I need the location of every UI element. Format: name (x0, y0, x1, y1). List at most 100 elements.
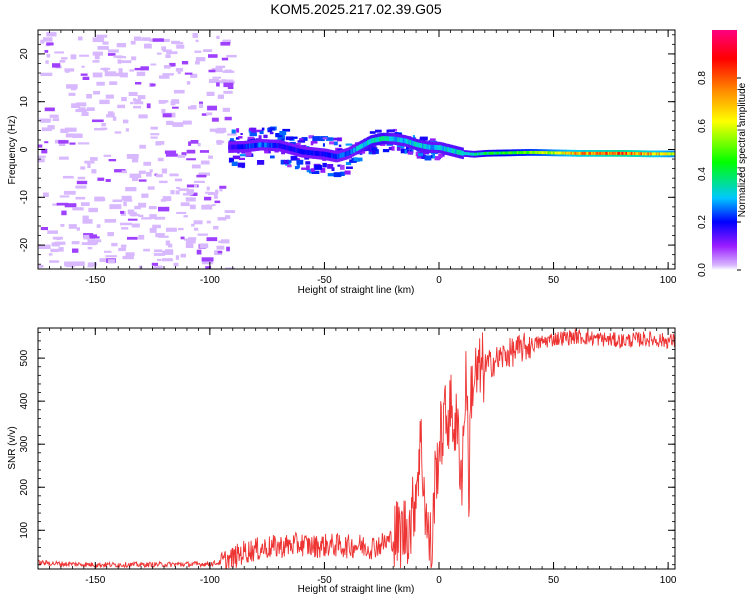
spectrogram-cell (327, 173, 335, 177)
spectrogram-ridge-core (589, 151, 592, 155)
spectrogram-noise-cell (72, 248, 79, 253)
spectrogram-ridge-core (335, 154, 338, 159)
spectrogram-cell (239, 157, 245, 160)
spectrogram-noise-cell (186, 189, 194, 195)
spectrogram-ridge-core (554, 151, 556, 155)
spectrogram-noise-cell (126, 154, 139, 159)
x-tick-label: 0 (436, 575, 442, 586)
spectrogram-ridge-core (305, 149, 308, 155)
spectrogram-noise-cell (82, 76, 90, 80)
spectrogram-cell (239, 154, 247, 157)
spectrogram-noise-cell (43, 37, 53, 42)
spectrogram-noise-cell (201, 113, 208, 116)
spectrogram-ridge-core (301, 149, 303, 155)
spectrogram-cell (333, 172, 342, 178)
spectrogram-cell (245, 151, 252, 157)
spectrogram-cell (371, 147, 378, 151)
spectrogram-noise-cell (173, 101, 180, 104)
spectrogram-ridge-core (428, 144, 431, 150)
x-tick-label: -100 (200, 575, 220, 586)
spectrogram-noise-cell (105, 94, 114, 99)
spectrogram-ridge-core (485, 151, 488, 155)
spectrogram-ridge-core (298, 148, 301, 154)
spectrogram-cell (340, 164, 345, 170)
spectrogram-ridge-core (655, 152, 658, 156)
spectrogram-noise-cell (76, 227, 80, 231)
spectrogram-noise-cell (143, 248, 150, 252)
spectrogram-noise-cell (220, 42, 231, 46)
spectrogram-ridge-core (306, 150, 309, 155)
x-tick-label: 0 (436, 275, 442, 286)
spectrogram-noise-cell (44, 141, 49, 144)
spectrogram-noise-cell (183, 215, 188, 218)
spectrogram-noise-cell (87, 242, 97, 246)
spectrogram-noise-cell (104, 71, 116, 77)
spectrogram-noise-cell (107, 53, 116, 56)
spectrogram-noise-cell (68, 224, 77, 229)
spectrogram-ridge-core (365, 141, 368, 146)
spectrogram-ridge-core (632, 152, 635, 155)
spectrogram-noise-cell (133, 105, 141, 109)
spectrogram-cell (236, 128, 240, 133)
spectrogram-noise-cell (76, 180, 88, 185)
spectrogram-noise-cell (109, 81, 118, 85)
spectrogram-ridge-core (329, 153, 332, 158)
spectrogram-ridge-core (257, 142, 260, 148)
spectrogram-cell (396, 147, 401, 151)
spectrogram-ridge-core (659, 152, 662, 156)
spectrogram-noise-cell (188, 106, 192, 110)
spectrogram-cell (264, 149, 269, 154)
spectrogram-noise-cell (158, 100, 166, 104)
spectrogram-ridge-core (353, 147, 356, 153)
spectrogram-cell (296, 159, 304, 165)
spectrogram-ridge-core (290, 146, 293, 152)
spectrogram-ridge-core (455, 149, 457, 154)
spectrogram-ridge-core (302, 149, 305, 155)
spectrogram-ridge-core (507, 151, 510, 155)
spectrogram-ridge-core (423, 143, 426, 149)
spectrogram-noise-cell (227, 133, 237, 136)
spectrogram-noise-cell (41, 127, 52, 132)
spectrogram-noise-cell (38, 264, 44, 268)
spectrogram-ridge-core (648, 152, 651, 156)
spectrogram-noise-cell (125, 128, 129, 132)
spectrogram-noise-cell (196, 174, 207, 178)
spectrogram-ridge-core (574, 151, 577, 155)
spectrogram-cell (275, 133, 283, 138)
snr-line (38, 328, 675, 569)
spectrogram-noise-cell (65, 133, 75, 138)
spectrogram-ridge-core (362, 142, 365, 148)
spectrogram-cell (279, 131, 287, 136)
spectrogram-noise-cell (153, 253, 166, 256)
spectrogram-noise-cell (79, 54, 90, 57)
spectrogram-noise-cell (96, 34, 108, 38)
spectrogram-cell (349, 159, 354, 163)
spectrogram-noise-cell (206, 91, 215, 96)
spectrogram-noise-cell (82, 219, 93, 224)
spectrogram-noise-cell (75, 185, 87, 189)
spectrogram-noise-cell (123, 199, 133, 202)
spectrogram-noise-cell (199, 243, 209, 249)
spectrogram-ridge-core (251, 143, 254, 149)
spectrogram-noise-cell (131, 158, 139, 163)
spectrogram-noise-cell (119, 72, 128, 78)
spectrogram-noise-cell (43, 192, 49, 197)
spectrogram-ridge-core (496, 151, 499, 155)
spectrogram-ridge-core (592, 151, 595, 155)
spectrogram-noise-cell (72, 207, 84, 211)
spectrogram-ridge-core (489, 151, 492, 155)
spectrogram-noise-cell (196, 249, 202, 255)
spectrogram-cell (312, 139, 318, 144)
snr-y-axis-label: SNR (v/v) (7, 426, 18, 469)
spectrogram-noise-cell (87, 163, 91, 168)
spectrogram-ridge-core (643, 152, 646, 156)
spectrogram-noise-cell (186, 184, 199, 188)
spectrogram-ridge-core (555, 151, 558, 155)
spectrogram-noise-cell (163, 65, 171, 69)
spectrogram-noise-cell (100, 67, 111, 70)
spectrogram-noise-cell (138, 234, 145, 240)
spectrogram-ridge-core (244, 144, 247, 149)
spectrogram-noise-cell (219, 185, 227, 189)
